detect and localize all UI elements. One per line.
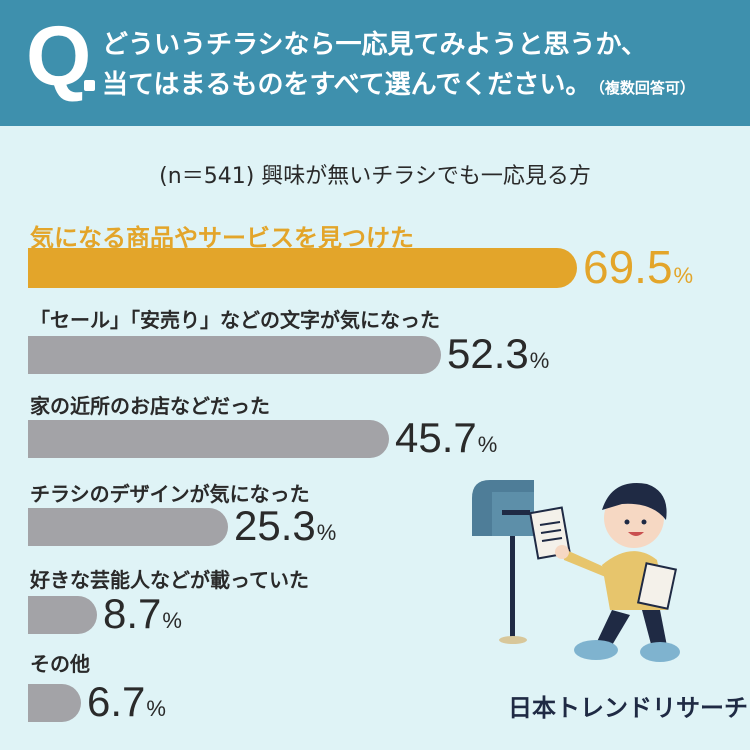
bar-value-unit: % <box>162 608 182 633</box>
bar-label: 気になる商品やサービスを見つけた <box>30 224 414 252</box>
bar-value-unit: % <box>529 348 550 373</box>
bar-value-number: 69.5 <box>583 241 673 293</box>
bar-label: 家の近所のお店などだった <box>30 394 270 418</box>
bar-value-unit: % <box>146 696 166 721</box>
brand-logo-text: 日本トレンドリサーチ <box>508 694 748 722</box>
bar-label: その他 <box>30 652 90 676</box>
q-dot <box>84 80 95 91</box>
chart-subtitle: (n＝541) 興味が無いチラシでも一応見る方 <box>159 164 591 189</box>
question-header: Q どういうチラシなら一応見てみようと思うか、 当てはまるものをすべて選んでくだ… <box>0 0 750 126</box>
bar-value-unit: % <box>673 263 694 288</box>
bar-value-number: 52.3 <box>447 330 529 377</box>
bar-value-unit: % <box>316 520 337 545</box>
bar <box>28 420 389 458</box>
bar-value-number: 8.7 <box>103 590 162 637</box>
bar-value-label: 52.3% <box>447 330 549 378</box>
bar-value-unit: % <box>477 432 498 457</box>
bar-label: 好きな芸能人などが載っていた <box>30 568 309 592</box>
bar <box>28 336 441 374</box>
bar-value-number: 6.7 <box>87 678 146 725</box>
question-note: （複数回答可） <box>597 79 695 97</box>
bar-label: チラシのデザインが気になった <box>30 482 310 506</box>
bar-value-label: 25.3% <box>234 502 336 550</box>
bar-value-label: 8.7% <box>103 590 182 638</box>
bar-value-label: 69.5% <box>583 240 693 294</box>
bar-value-label: 6.7% <box>87 678 166 726</box>
bar-value-label: 45.7% <box>395 414 497 462</box>
bar-label: 「セール」「安売り」などの文字が気になった <box>30 308 440 332</box>
bar <box>28 248 577 288</box>
bar <box>28 596 97 634</box>
bar <box>28 684 81 722</box>
question-line-2-text: 当てはまるものをすべて選んでください。 <box>102 70 592 100</box>
bar <box>28 508 228 546</box>
bar-value-number: 45.7 <box>395 414 477 461</box>
q-mark: Q <box>26 9 92 103</box>
question-line-2: 当てはまるものをすべて選んでください。 （複数回答可） <box>102 64 695 101</box>
person-mailbox-illustration <box>472 480 680 662</box>
question-line-1: どういうチラシなら一応見てみようと思うか、 <box>102 30 647 60</box>
bar-value-number: 25.3 <box>234 502 316 549</box>
